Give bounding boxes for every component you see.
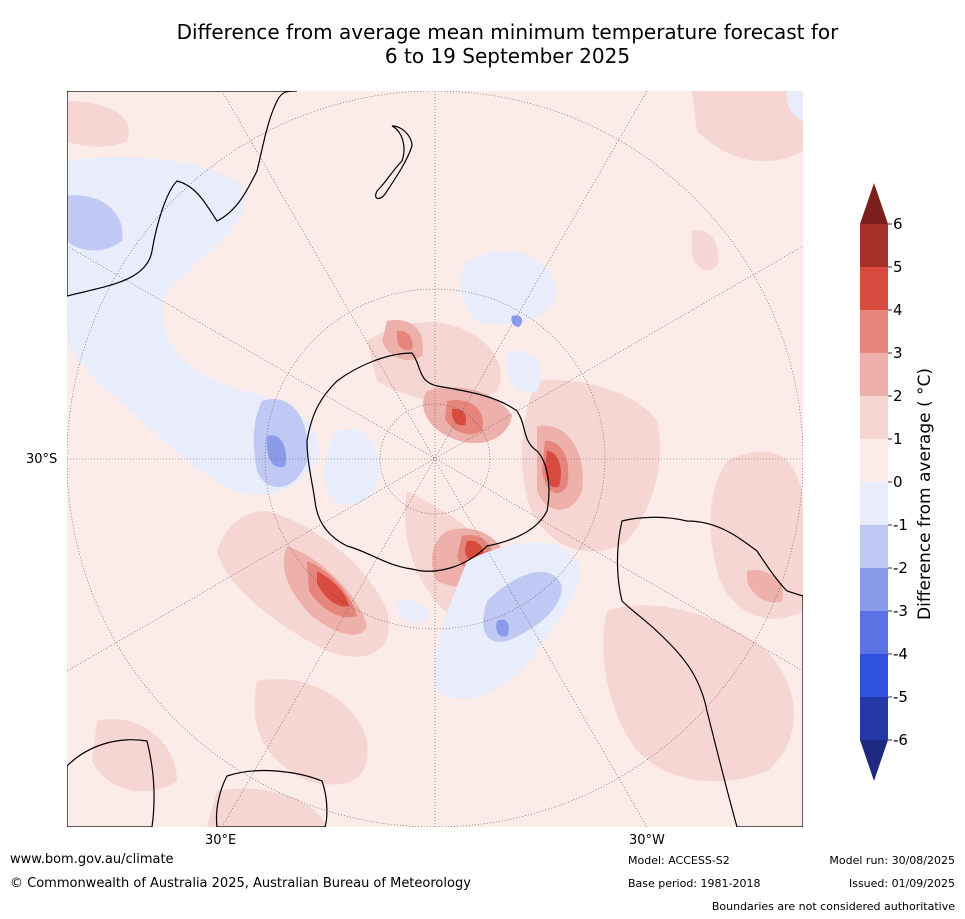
colorbar-tick-label: 5 [893,258,903,276]
coastlines [67,91,803,827]
lon-label-30w: 30°W [629,833,665,848]
footer-disclaimer: Boundaries are not considered authoritat… [711,900,955,913]
colorbar-tick-label: -4 [893,645,908,663]
colorbar-bin [860,611,888,654]
colorbar-tick-label: 1 [893,430,903,448]
colorbar-over-arrow [860,183,888,224]
footer-model: Model: ACCESS-S2 [628,854,730,867]
colorbar-tick-label: 2 [893,387,903,405]
colorbar-tick-label: -3 [893,602,908,620]
colorbar-tick-label: -1 [893,516,908,534]
colorbar-tick-label: 3 [893,344,903,362]
colorbar-bin [860,568,888,611]
colorbar-bin [860,439,888,482]
colorbar-bin [860,525,888,568]
footer-url[interactable]: www.bom.gov.au/climate [10,852,174,867]
colorbar-under-arrow [860,740,888,781]
anomaly-layer-positive-peak [317,408,561,607]
colorbar-tick-label: -2 [893,559,908,577]
title-line-2: 6 to 19 September 2025 [384,44,631,68]
colorbar-tick-label: -5 [893,688,908,706]
colorbar-bin [860,482,888,525]
colorbar-bin [860,353,888,396]
lat-label: 30°S [26,452,58,467]
colorbar-bin [860,697,888,740]
colorbar-tick-label: 0 [893,473,903,491]
map-title: Difference from average mean minimum tem… [50,20,965,68]
title-line-1: Difference from average mean minimum tem… [176,20,839,44]
colorbar: 6 5 4 3 2 1 0 -1 -2 -3 -4 -5 -6 [860,183,908,781]
colorbar-tick-label: 6 [893,215,903,233]
colorbar-bin [860,396,888,439]
colorbar-bin [860,224,888,267]
colorbar-tick-label: 4 [893,301,903,319]
colorbar-tick-label: -6 [893,731,908,749]
footer-copyright: © Commonwealth of Australia 2025, Austra… [10,876,471,891]
footer-issued: Issued: 01/09/2025 [848,877,955,890]
polar-map [67,91,803,827]
lon-label-30e: 30°E [205,833,237,848]
footer-base-period: Base period: 1981-2018 [628,877,761,890]
colorbar-bin [860,267,888,310]
graticule [67,91,803,827]
colorbar-title: Difference from average ( °C) [915,367,935,620]
footer-model-run: Model run: 30/08/2025 [829,854,955,867]
colorbar-bin [860,310,888,353]
colorbar-bin [860,654,888,697]
